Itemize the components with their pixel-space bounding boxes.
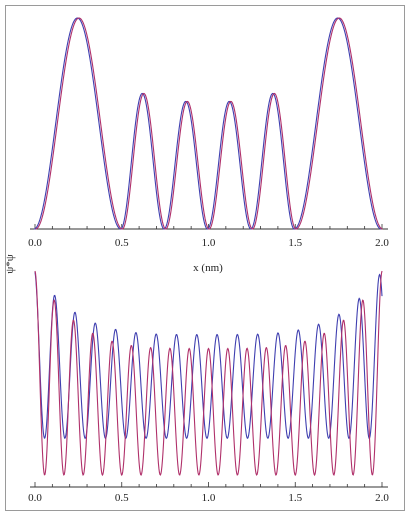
bottom-series-blue-line: [34, 272, 383, 440]
top-series-red-line: [35, 17, 383, 230]
x-tick-label: 1.0: [202, 237, 216, 249]
bottom-x-ticks: 0.0 0.5 1.0 1.5 2.0: [28, 482, 389, 504]
x-tick-label: 0.5: [115, 237, 129, 249]
x-tick-label: 2.0: [375, 237, 389, 249]
bottom-series-red-line: [34, 270, 383, 477]
x-tick-label: 2.0: [375, 492, 389, 504]
x-tick-label: 1.0: [202, 492, 216, 504]
y-axis-label: ψ*ψ: [4, 254, 16, 273]
top-x-ticks: 0.0 0.5 1.0 1.5 2.0: [28, 224, 389, 249]
x-tick-label: 0.5: [115, 492, 129, 504]
x-tick-label: 0.0: [28, 492, 42, 504]
x-tick-label: 1.5: [288, 237, 302, 249]
bottom-panel: 0.0 0.5 1.0 1.5 2.0: [28, 270, 389, 504]
top-panel: 0.0 0.5 1.0 1.5 2.0 x (nm): [28, 17, 389, 274]
x-tick-label: 1.5: [288, 492, 302, 504]
top-x-axis-label: x (nm): [193, 262, 223, 274]
x-tick-label: 0.0: [28, 237, 42, 249]
top-series-blue-line: [33, 17, 382, 230]
